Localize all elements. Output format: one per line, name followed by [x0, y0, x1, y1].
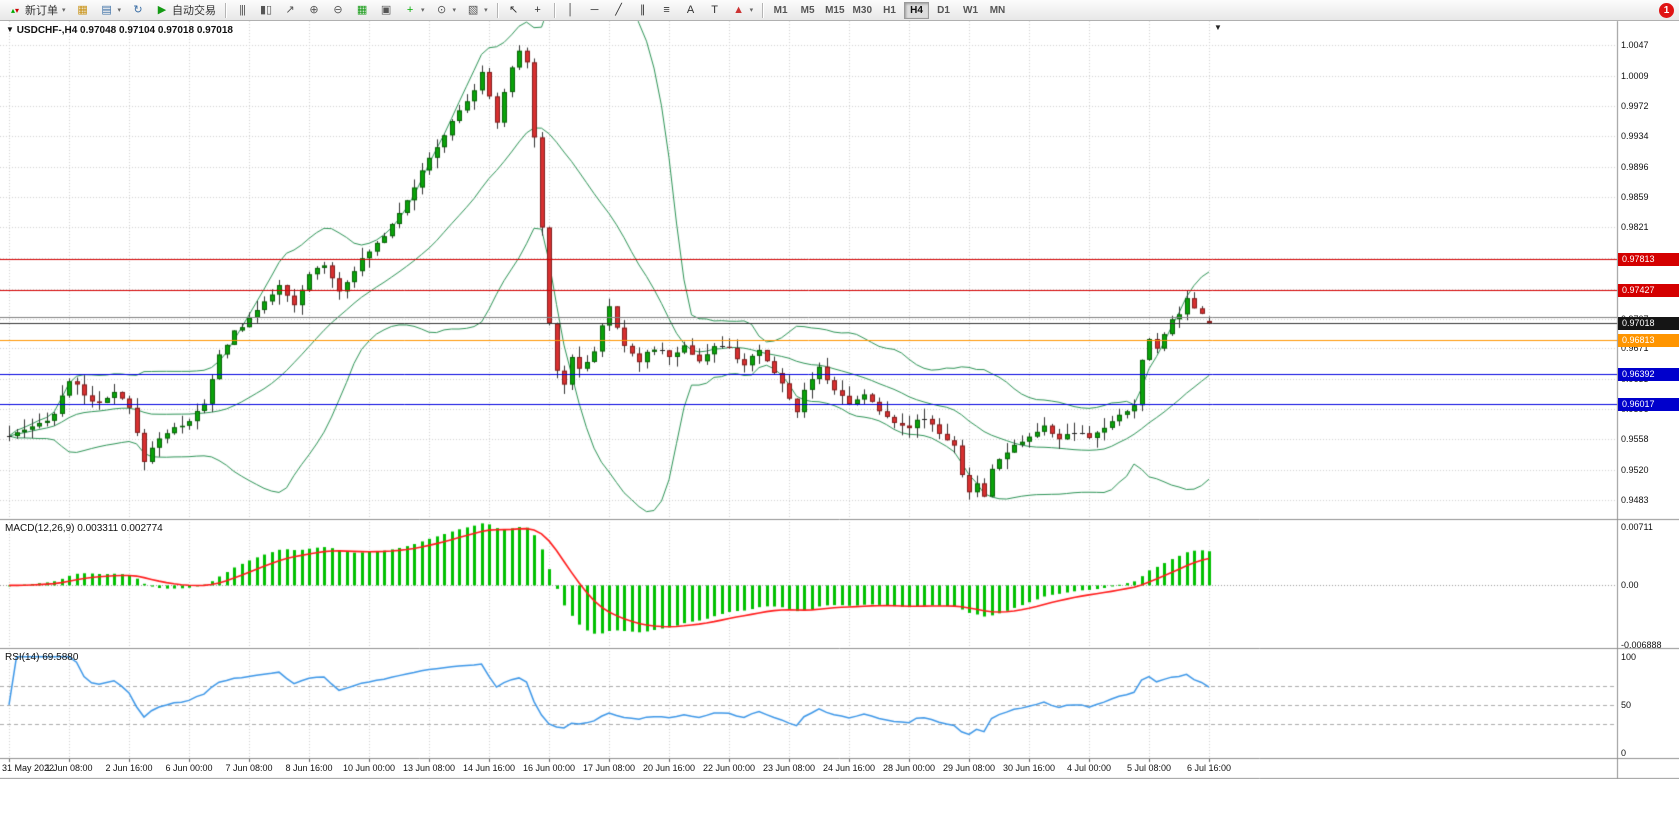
- candlestick-chart-icon[interactable]: ▮▯: [259, 3, 273, 16]
- indicators-icon[interactable]: + ▾: [406, 3, 425, 16]
- macd-values: 0.003311 0.002774: [77, 523, 163, 534]
- refresh-icon[interactable]: ↻: [133, 3, 143, 16]
- periods-icon[interactable]: ⊙ ▾: [436, 3, 457, 16]
- tile-windows-icon[interactable]: ▦: [356, 3, 368, 16]
- timeframe-button-m15[interactable]: M15: [825, 4, 845, 16]
- dropdown-caret-icon: ▾: [62, 7, 66, 14]
- autotrading-button[interactable]: ▶ 自动交易: [151, 1, 220, 19]
- timeframe-button-d1[interactable]: D1: [937, 4, 950, 16]
- toolbar: ▴▾ 新订单 ▾ ▦ ▤ ▾ ↻ ▶ 自动交易 ||| ▮▯ ↗ ⊕ ⊖ ▦ ▣ + ▾ ⊙ ▾ ▧ ▾ ↖ + │ ─ ╱ ∥ ≡ A T…: [0, 0, 1679, 21]
- dropdown-caret-icon: ▾: [484, 7, 488, 14]
- chart-icon[interactable]: ▦: [77, 3, 88, 16]
- toolbar-separator: [496, 2, 498, 18]
- zoom-in-icon[interactable]: ⊕: [309, 3, 319, 16]
- equidistant-channel-icon[interactable]: ∥: [639, 3, 646, 16]
- text-label-icon[interactable]: T: [711, 3, 718, 16]
- bottom-empty-area: [0, 779, 1679, 836]
- timeframe-button-m5[interactable]: M5: [800, 4, 815, 16]
- timeframe-button-m1[interactable]: M1: [773, 4, 788, 16]
- chart-symbol-header: ▼ USDCHF-,H4 0.97048 0.97104 0.97018 0.9…: [6, 25, 233, 36]
- rsi-name: RSI(14): [5, 652, 40, 663]
- new-order-icon: ▴▾: [10, 5, 20, 15]
- dropdown-caret-icon: ▾: [117, 7, 122, 14]
- crosshair-icon[interactable]: +: [534, 3, 541, 16]
- macd-indicator-label: MACD(12,26,9) 0.003311 0.002774: [5, 523, 163, 534]
- fibonacci-icon[interactable]: ≡: [663, 3, 670, 16]
- notification-badge[interactable]: 1: [1659, 3, 1674, 18]
- autotrading-button-label: 自动交易: [172, 5, 217, 17]
- collapse-arrow-icon[interactable]: ▼: [6, 25, 14, 34]
- dropdown-caret-icon: ▾: [749, 7, 754, 14]
- time-axis[interactable]: [0, 759, 1617, 778]
- new-order-button[interactable]: ▴▾ 新订单 ▾: [4, 1, 70, 19]
- timeframe-button-h1[interactable]: H1: [883, 4, 896, 16]
- vertical-line-icon[interactable]: │: [567, 3, 575, 16]
- panel-splitter[interactable]: [0, 517, 1679, 522]
- dropdown-caret-icon: ▾: [421, 7, 425, 14]
- rsi-value: 69.5880: [42, 652, 79, 663]
- timeframe-button-h4[interactable]: H4: [904, 1, 929, 19]
- profiles-icon[interactable]: ▤ ▾: [101, 3, 122, 16]
- cascade-windows-icon[interactable]: ▣: [380, 3, 392, 16]
- toolbar-separator: [553, 2, 555, 18]
- new-order-button-label: 新订单: [25, 5, 58, 17]
- text-icon[interactable]: A: [686, 3, 695, 16]
- timeframe-button-m30[interactable]: M30: [852, 4, 872, 16]
- dropdown-caret-icon: ▾: [452, 7, 457, 14]
- bar-chart-icon[interactable]: |||: [239, 3, 246, 16]
- templates-icon[interactable]: ▧ ▾: [467, 3, 488, 16]
- rsi-indicator-label: RSI(14) 69.5880: [5, 652, 78, 663]
- panel-splitter[interactable]: [0, 646, 1679, 651]
- timeframe-button-mn[interactable]: MN: [989, 4, 1006, 16]
- trendline-icon[interactable]: ╱: [615, 3, 622, 16]
- symbol-period-label: USDCHF-,H4: [16, 25, 78, 36]
- play-icon: ▶: [157, 3, 167, 16]
- toolbar-separator: [225, 2, 227, 18]
- line-chart-icon[interactable]: ↗: [285, 3, 295, 16]
- toolbar-separator: [762, 2, 764, 18]
- horizontal-line-icon[interactable]: ─: [590, 3, 599, 16]
- cursor-icon[interactable]: ↖: [508, 3, 519, 16]
- zoom-out-icon[interactable]: ⊖: [333, 3, 343, 16]
- timeframe-button-w1[interactable]: W1: [963, 4, 978, 16]
- ohlc-values: 0.97048 0.97104 0.97018 0.97018: [80, 25, 233, 36]
- macd-name: MACD(12,26,9): [5, 523, 75, 534]
- arrows-icon[interactable]: ▲ ▾: [733, 3, 754, 16]
